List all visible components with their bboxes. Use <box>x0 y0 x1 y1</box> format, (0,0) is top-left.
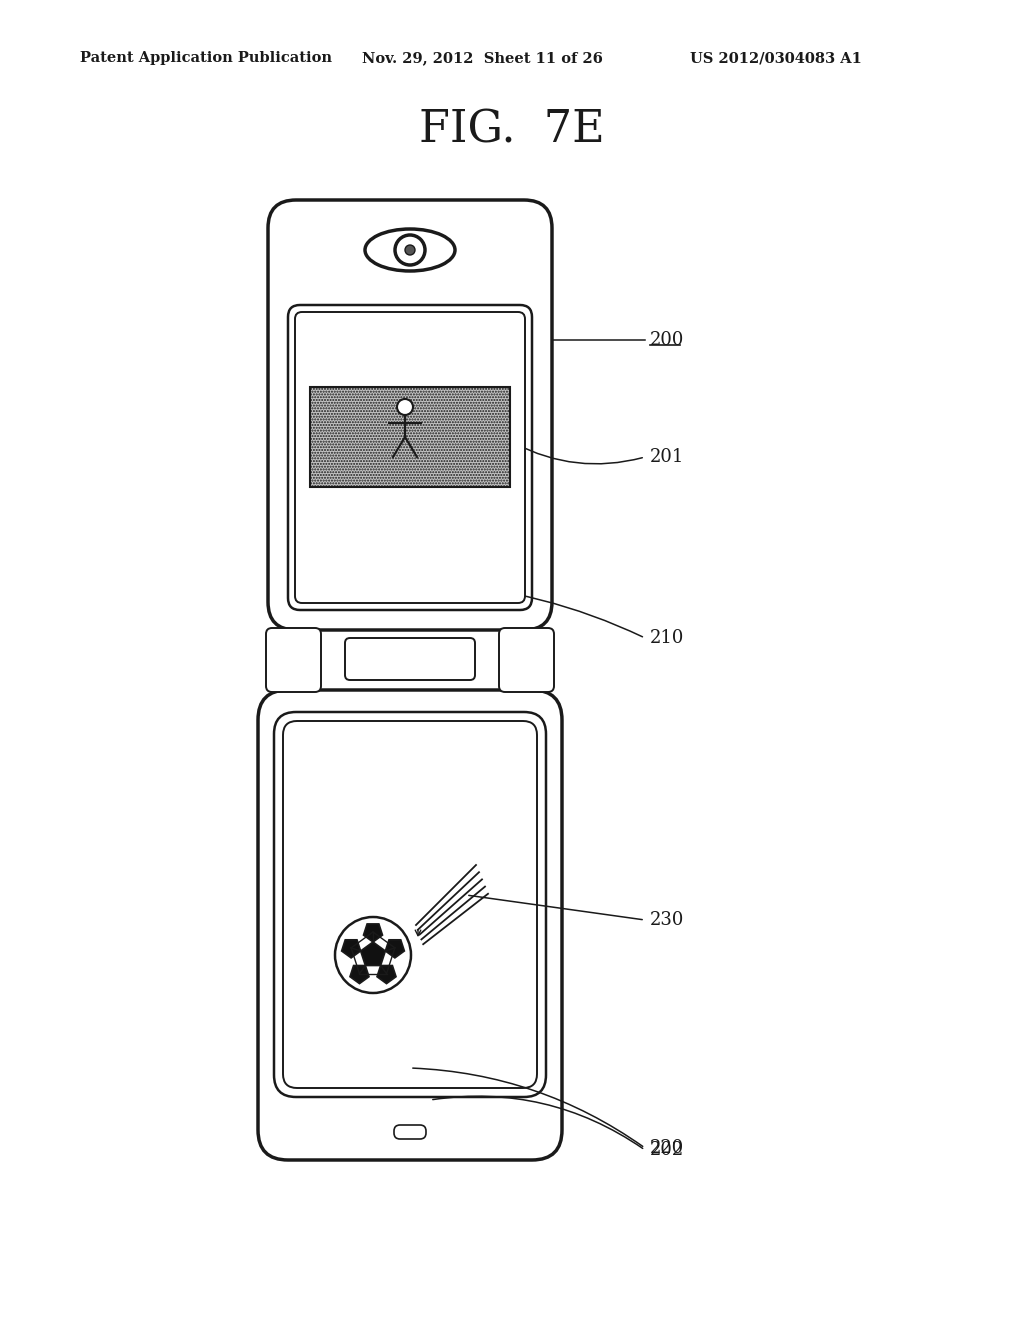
Text: 201: 201 <box>650 447 684 466</box>
Text: 210: 210 <box>650 630 684 647</box>
Text: FIG.  7E: FIG. 7E <box>419 108 605 152</box>
Text: 202: 202 <box>650 1140 684 1159</box>
Circle shape <box>406 246 415 255</box>
Circle shape <box>397 399 413 414</box>
FancyBboxPatch shape <box>283 721 537 1088</box>
Text: 200: 200 <box>650 331 684 348</box>
Text: Patent Application Publication: Patent Application Publication <box>80 51 332 65</box>
FancyBboxPatch shape <box>295 312 525 603</box>
Circle shape <box>335 917 411 993</box>
FancyBboxPatch shape <box>266 628 321 692</box>
Text: US 2012/0304083 A1: US 2012/0304083 A1 <box>690 51 862 65</box>
Ellipse shape <box>365 228 455 271</box>
FancyBboxPatch shape <box>258 690 562 1160</box>
Text: 220: 220 <box>650 1139 684 1158</box>
Polygon shape <box>350 965 369 983</box>
Polygon shape <box>360 942 385 965</box>
Circle shape <box>395 235 425 265</box>
Polygon shape <box>385 940 404 958</box>
Bar <box>310 387 510 487</box>
Text: 230: 230 <box>650 911 684 929</box>
FancyBboxPatch shape <box>288 305 532 610</box>
Polygon shape <box>377 965 396 983</box>
FancyBboxPatch shape <box>394 1125 426 1139</box>
Text: Nov. 29, 2012  Sheet 11 of 26: Nov. 29, 2012 Sheet 11 of 26 <box>362 51 603 65</box>
Bar <box>310 387 510 487</box>
FancyBboxPatch shape <box>499 628 554 692</box>
FancyBboxPatch shape <box>274 711 546 1097</box>
FancyBboxPatch shape <box>345 638 475 680</box>
Bar <box>387 397 423 477</box>
Polygon shape <box>364 924 383 942</box>
FancyBboxPatch shape <box>268 201 552 630</box>
Polygon shape <box>342 940 360 958</box>
